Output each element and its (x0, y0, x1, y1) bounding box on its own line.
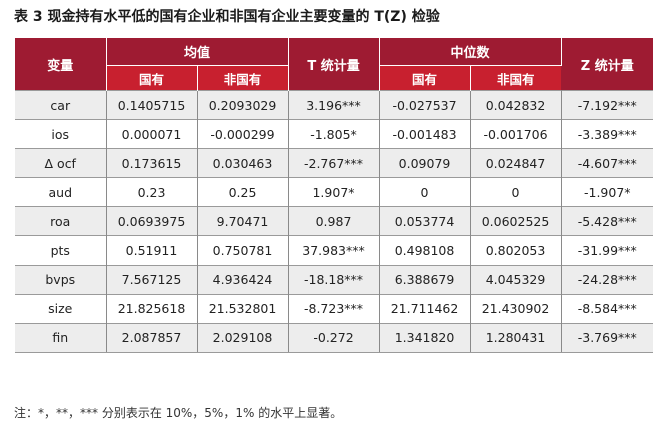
cell-mean-soe: 7.567125 (106, 264, 198, 295)
cell-t-stat: 1.907* (288, 177, 380, 207)
cell-variable: car (15, 89, 107, 120)
cell-z-stat: -31.99*** (561, 235, 654, 266)
table-row: car 0.1405715 0.2093029 3.196*** -0.027537 0.… (15, 89, 654, 120)
cell-t-stat: -8.723*** (288, 293, 380, 324)
cell-mean-soe: 0.51911 (106, 235, 198, 266)
cell-median-non-soe: 1.280431 (470, 322, 562, 353)
cell-median-soe: 0.053774 (379, 206, 471, 236)
cell-t-stat: -2.767*** (288, 148, 380, 178)
cell-mean-soe: 0.0693975 (106, 206, 198, 236)
cell-median-non-soe: 0.802053 (470, 235, 562, 266)
table-caption: 表 3 现金持有水平低的国有企业和非国有企业主要变量的 T(Z) 检验 (14, 9, 440, 25)
cell-mean-non-soe: 2.029108 (197, 322, 289, 353)
cell-median-soe: 0.498108 (379, 235, 471, 266)
cell-median-soe: -0.027537 (379, 89, 471, 120)
table-row: aud 0.23 0.25 1.907* 0 0 -1.907* (15, 177, 654, 207)
cell-variable: ios (15, 119, 107, 149)
cell-z-stat: -4.607*** (561, 148, 654, 178)
cell-mean-soe: 0.173615 (106, 148, 198, 178)
header-t-stat: T 统计量 (288, 38, 380, 91)
cell-z-stat: -1.907* (561, 177, 654, 207)
table-row: ios 0.000071 -0.000299 -1.805* -0.001483 -0.0… (15, 119, 654, 149)
cell-mean-non-soe: 9.70471 (197, 206, 289, 236)
cell-variable: roa (15, 206, 107, 236)
cell-mean-non-soe: 21.532801 (197, 293, 289, 324)
table-row: size 21.825618 21.532801 -8.723*** 21.711462… (15, 293, 654, 324)
table-row: roa 0.0693975 9.70471 0.987 0.053774 0.060252… (15, 206, 654, 236)
cell-variable: fin (15, 322, 107, 353)
table-row: pts 0.51911 0.750781 37.983*** 0.498108 0.802… (15, 235, 654, 266)
cell-median-soe: 6.388679 (379, 264, 471, 295)
table-note: 注：*，**，*** 分别表示在 10%，5%，1% 的水平上显著。 (14, 406, 343, 420)
cell-mean-non-soe: 4.936424 (197, 264, 289, 295)
cell-mean-non-soe: 0.750781 (197, 235, 289, 266)
cell-median-soe: 1.341820 (379, 322, 471, 353)
cell-mean-soe: 0.1405715 (106, 89, 198, 120)
cell-median-soe: 21.711462 (379, 293, 471, 324)
cell-variable: pts (15, 235, 107, 266)
ttest-table: 变量 均值 T 统计量 中位数 Z 统计量 国有 非国有 国有 非国有 car 0… (15, 38, 654, 353)
header-mean: 均值 (106, 38, 289, 66)
cell-z-stat: -7.192*** (561, 89, 654, 120)
cell-variable: Δ ocf (15, 148, 107, 178)
cell-median-soe: -0.001483 (379, 119, 471, 149)
header-median: 中位数 (379, 38, 562, 66)
cell-median-soe: 0 (379, 177, 471, 207)
table-body: car 0.1405715 0.2093029 3.196*** -0.027537 0.… (15, 89, 654, 353)
cell-t-stat: -18.18*** (288, 264, 380, 295)
cell-mean-soe: 21.825618 (106, 293, 198, 324)
cell-median-non-soe: 0.042832 (470, 89, 562, 120)
cell-t-stat: 3.196*** (288, 89, 380, 120)
cell-z-stat: -3.389*** (561, 119, 654, 149)
cell-z-stat: -24.28*** (561, 264, 654, 295)
cell-mean-non-soe: 0.25 (197, 177, 289, 207)
cell-mean-soe: 2.087857 (106, 322, 198, 353)
header-variable: 变量 (15, 38, 107, 91)
cell-mean-non-soe: 0.2093029 (197, 89, 289, 120)
cell-median-non-soe: 21.430902 (470, 293, 562, 324)
cell-z-stat: -8.584*** (561, 293, 654, 324)
header-median-soe: 国有 (379, 65, 471, 91)
cell-mean-soe: 0.000071 (106, 119, 198, 149)
cell-t-stat: 37.983*** (288, 235, 380, 266)
cell-mean-non-soe: 0.030463 (197, 148, 289, 178)
header-mean-non-soe: 非国有 (197, 65, 289, 91)
cell-variable: aud (15, 177, 107, 207)
cell-mean-non-soe: -0.000299 (197, 119, 289, 149)
cell-variable: size (15, 293, 107, 324)
cell-median-non-soe: 0.0602525 (470, 206, 562, 236)
cell-median-non-soe: -0.001706 (470, 119, 562, 149)
cell-variable: bvps (15, 264, 107, 295)
cell-z-stat: -3.769*** (561, 322, 654, 353)
cell-median-non-soe: 0.024847 (470, 148, 562, 178)
cell-median-non-soe: 4.045329 (470, 264, 562, 295)
header-mean-soe: 国有 (106, 65, 198, 91)
table-row: Δ ocf 0.173615 0.030463 -2.767*** 0.09079 0.0… (15, 148, 654, 178)
cell-t-stat: 0.987 (288, 206, 380, 236)
header-z-stat: Z 统计量 (561, 38, 654, 91)
cell-t-stat: -1.805* (288, 119, 380, 149)
table-row: bvps 7.567125 4.936424 -18.18*** 6.388679 4.0… (15, 264, 654, 295)
table-row: fin 2.087857 2.029108 -0.272 1.341820 1.28043… (15, 322, 654, 353)
cell-median-non-soe: 0 (470, 177, 562, 207)
cell-t-stat: -0.272 (288, 322, 380, 353)
cell-z-stat: -5.428*** (561, 206, 654, 236)
cell-median-soe: 0.09079 (379, 148, 471, 178)
cell-mean-soe: 0.23 (106, 177, 198, 207)
header-median-non-soe: 非国有 (470, 65, 562, 91)
